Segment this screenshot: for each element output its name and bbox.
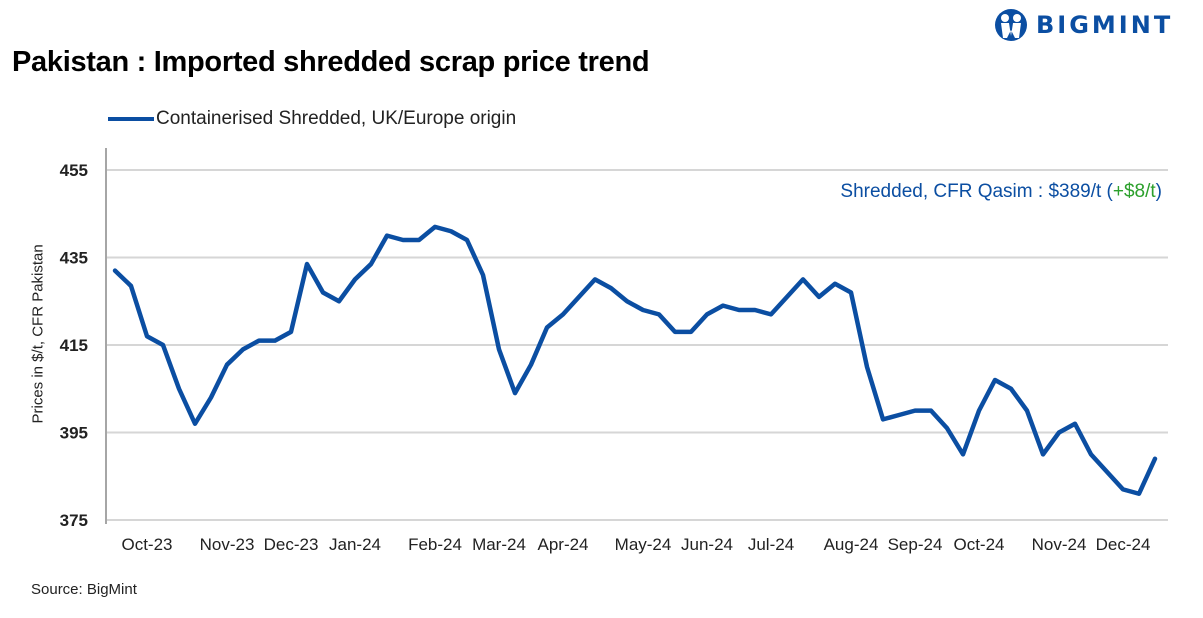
x-tick-label: Sep-24 [888, 535, 943, 554]
y-tick-label: 415 [60, 336, 88, 355]
annotation-suffix: ) [1155, 181, 1162, 202]
series-line [112, 224, 1158, 496]
x-tick-label: Dec-23 [264, 535, 319, 554]
logo-text: BIGMINT [1036, 11, 1174, 39]
bigmint-logo: BIGMINT [994, 8, 1173, 42]
logo-icon [995, 9, 1027, 41]
legend: Containerised Shredded, UK/Europe origin [108, 108, 516, 130]
chart-title: Pakistan : Imported shredded scrap price… [12, 46, 650, 78]
x-tick-label: Aug-24 [824, 535, 879, 554]
y-tick-label: 435 [60, 249, 88, 268]
x-tick-label: Mar-24 [472, 535, 526, 554]
x-tick-label: Jan-24 [329, 535, 381, 554]
annotation-change: +$8/t [1112, 181, 1156, 202]
x-tick-label: Feb-24 [408, 535, 462, 554]
legend-label: Containerised Shredded, UK/Europe origin [156, 108, 517, 129]
x-tick-label: Dec-24 [1096, 535, 1151, 554]
y-tick-label: 375 [60, 511, 88, 530]
x-tick-label: Oct-23 [121, 535, 172, 554]
latest-price-annotation: Shredded, CFR Qasim : $389/t (+$8/t) [840, 181, 1162, 203]
y-tick-label: 455 [60, 161, 88, 180]
x-tick-label: Oct-24 [953, 535, 1004, 554]
x-tick-label: Apr-24 [537, 535, 588, 554]
y-tick-label: 395 [60, 424, 88, 443]
x-tick-label: Jun-24 [681, 535, 733, 554]
x-tick-label: Jul-24 [748, 535, 794, 554]
legend-swatch [108, 117, 154, 121]
x-tick-label: Nov-23 [200, 535, 255, 554]
x-tick-label: May-24 [615, 535, 672, 554]
annotation-prefix: Shredded, CFR Qasim : $389/t ( [840, 181, 1113, 202]
source-note: Source: BigMint [31, 581, 137, 598]
x-tick-label: Nov-24 [1032, 535, 1087, 554]
